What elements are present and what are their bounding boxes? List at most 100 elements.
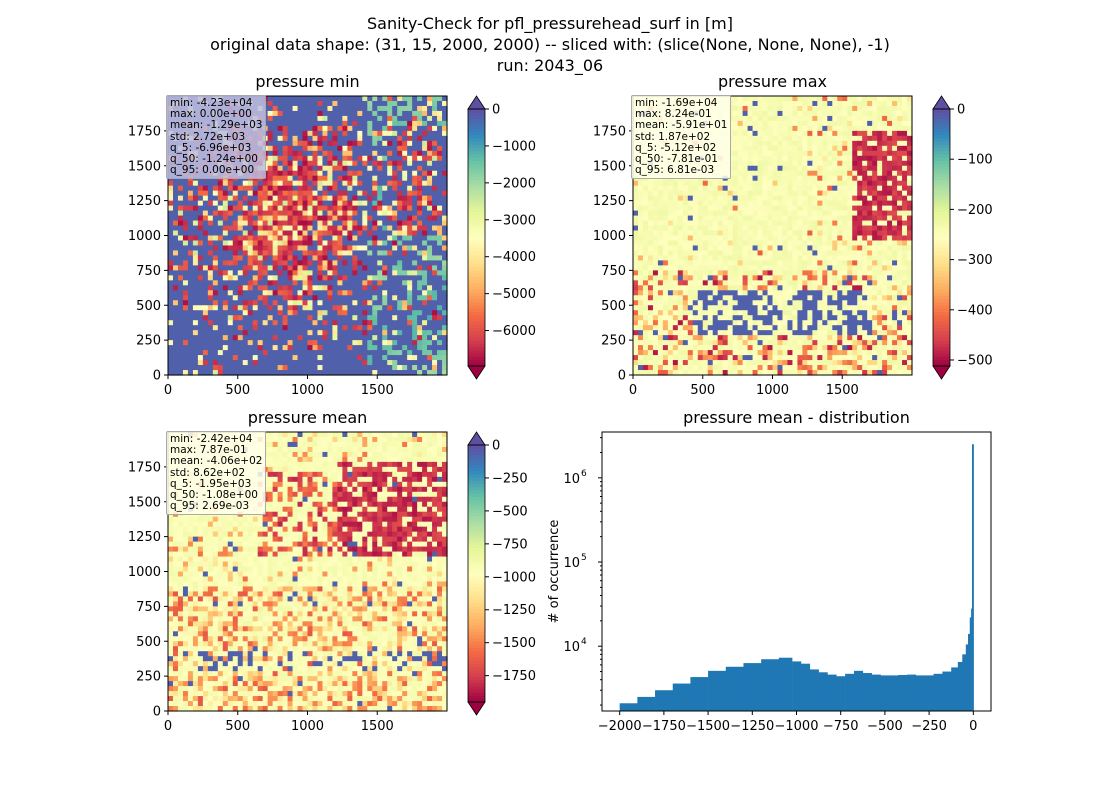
- heatmap-cell: [267, 320, 274, 326]
- heatmap-cell: [847, 170, 853, 177]
- heatmap-cell: [427, 170, 433, 177]
- heatmap-cell: [387, 155, 393, 162]
- heatmap-cell: [192, 195, 199, 202]
- heatmap-cell: [412, 365, 418, 371]
- heatmap-cell: [267, 330, 274, 336]
- heatmap-cell: [252, 195, 259, 202]
- heatmap-cell: [262, 195, 269, 202]
- heatmap-cell: [827, 115, 833, 122]
- heatmap-cell: [237, 230, 244, 237]
- heatmap-cell: [762, 110, 769, 117]
- heatmap-cell: [767, 180, 774, 187]
- heatmap-cell: [237, 305, 244, 311]
- heatmap-cell: [267, 305, 274, 311]
- heatmap-cell: [232, 250, 239, 257]
- heatmap-cell: [877, 145, 883, 152]
- colorbar-segment: [468, 266, 485, 271]
- heatmap-cell: [232, 350, 239, 356]
- heatmap-cell: [867, 125, 873, 132]
- heatmap-cell: [347, 300, 353, 306]
- heatmap-cell: [342, 185, 348, 192]
- heatmap-cell: [282, 320, 289, 326]
- heatmap-cell: [407, 225, 413, 232]
- heatmap-cell: [872, 160, 878, 167]
- heatmap-cell: [792, 230, 799, 237]
- heatmap-cell: [168, 185, 174, 192]
- heatmap-cell: [277, 105, 284, 112]
- heatmap-cell: [427, 125, 433, 132]
- heatmap-cell: [772, 110, 779, 117]
- heatmap-cell: [697, 185, 704, 192]
- heatmap-cell: [252, 365, 259, 371]
- heatmap-cell: [397, 285, 403, 291]
- heatmap-cell: [267, 185, 274, 192]
- heatmap-cell: [227, 260, 234, 266]
- heatmap-cell: [287, 105, 294, 112]
- heatmap-cell: [252, 190, 259, 197]
- heatmap-cell: [742, 130, 749, 137]
- heatmap-cell: [307, 275, 314, 281]
- heatmap-cell: [237, 185, 244, 192]
- heatmap-cell: [322, 185, 329, 192]
- heatmap-cell: [172, 325, 179, 331]
- heatmap-cell: [192, 295, 199, 301]
- heatmap-cell: [307, 280, 314, 286]
- heatmap-cell: [362, 150, 368, 157]
- heatmap-cell: [392, 295, 398, 301]
- heatmap-cell: [832, 215, 838, 222]
- heatmap-cell: [867, 170, 873, 177]
- heatmap-cell: [682, 245, 689, 252]
- heatmap-cell: [817, 140, 823, 147]
- colorbar-segment: [468, 134, 485, 139]
- heatmap-cell: [372, 135, 378, 142]
- heatmap-cell: [232, 255, 239, 262]
- heatmap-cell: [392, 370, 398, 376]
- heatmap-cell: [292, 195, 299, 202]
- heatmap-cell: [347, 120, 353, 127]
- heatmap-cell: [367, 125, 373, 132]
- heatmap-cell: [372, 355, 378, 361]
- heatmap-cell: [168, 315, 174, 321]
- heatmap-cell: [442, 140, 448, 147]
- colorbar-segment: [468, 115, 485, 120]
- heatmap-cell: [347, 265, 353, 271]
- heatmap-cell: [272, 355, 279, 361]
- heatmap-cell: [397, 125, 403, 132]
- heatmap-cell: [382, 315, 388, 321]
- heatmap-cell: [257, 265, 264, 271]
- heatmap-cell: [732, 235, 739, 242]
- heatmap-cell: [327, 145, 334, 152]
- heatmap-cell: [168, 275, 174, 281]
- heatmap-cell: [372, 190, 378, 197]
- heatmap-cell: [862, 155, 868, 162]
- heatmap-cell: [442, 355, 448, 361]
- heatmap-cell: [377, 305, 383, 311]
- heatmap-cell: [432, 150, 438, 157]
- heatmap-cell: [882, 140, 888, 147]
- heatmap-cell: [442, 350, 448, 356]
- heatmap-cell: [168, 285, 174, 291]
- heatmap-cell: [782, 115, 789, 122]
- heatmap-cell: [312, 205, 319, 212]
- heatmap-cell: [372, 330, 378, 336]
- heatmap-cell: [392, 345, 398, 351]
- heatmap-cell: [737, 125, 744, 132]
- heatmap-cell: [437, 170, 443, 177]
- colorbar-segment: [468, 292, 485, 296]
- heatmap-cell: [842, 125, 848, 132]
- heatmap-cell: [168, 325, 174, 331]
- heatmap-cell: [867, 145, 873, 152]
- heatmap-cell: [782, 120, 789, 127]
- heatmap-cell: [772, 150, 779, 157]
- heatmap-cell: [377, 140, 383, 147]
- heatmap-cell: [272, 345, 279, 351]
- heatmap-cell: [872, 100, 878, 107]
- heatmap-cell: [822, 185, 828, 192]
- heatmap-cell: [812, 150, 818, 157]
- heatmap-cell: [402, 120, 408, 127]
- heatmap-cell: [227, 180, 234, 187]
- heatmap-cell: [382, 150, 388, 157]
- heatmap-cell: [412, 335, 418, 341]
- heatmap-cell: [422, 120, 428, 127]
- heatmap-cell: [417, 155, 423, 162]
